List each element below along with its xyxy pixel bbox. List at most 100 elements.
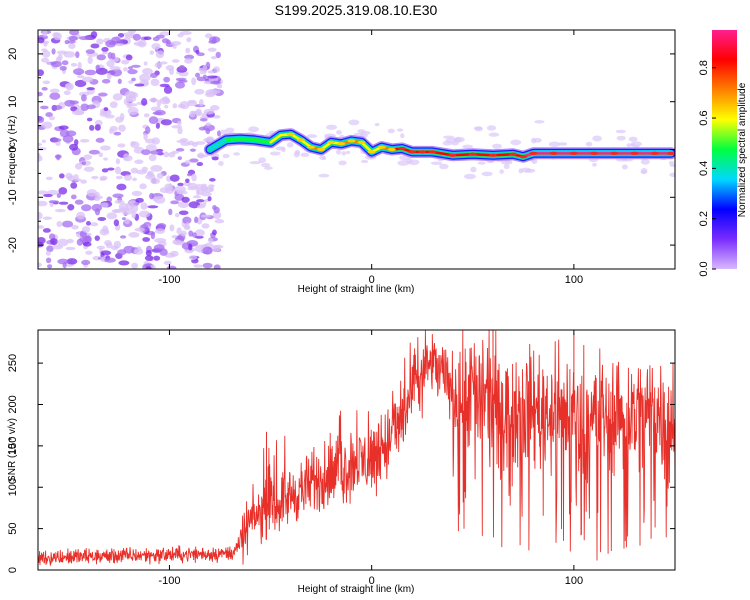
noise-blob (208, 40, 217, 44)
noise-blob (116, 183, 127, 191)
noise-blob (197, 204, 206, 209)
noise-blob (51, 48, 56, 55)
ridge (203, 128, 675, 163)
noise-blob (103, 107, 109, 112)
spectrogram-y-ticks: -20 -10 0 10 20 (7, 29, 675, 270)
noise-blob (134, 83, 145, 87)
faint-blob (318, 173, 330, 178)
snr-y-ticks: 0 50 100 150 200 250 (7, 354, 675, 573)
ridge-hotspot (448, 153, 457, 157)
faint-blob (626, 143, 632, 147)
noise-blob (174, 212, 180, 218)
x-tick-label: -100 (158, 575, 180, 587)
noise-blob (74, 163, 83, 170)
noise-blob (177, 156, 182, 161)
noise-blob (43, 193, 53, 198)
noise-blob (81, 226, 91, 233)
noise-blob (123, 174, 132, 181)
faint-blob (336, 130, 342, 135)
noise-blob (170, 250, 179, 257)
faint-blob (669, 172, 675, 177)
noise-blob (177, 126, 183, 135)
noise-blob (83, 166, 95, 172)
noise-blob (113, 209, 120, 213)
noise-blob (106, 72, 112, 80)
faint-blob (319, 155, 326, 160)
faint-blob (503, 164, 510, 170)
noise-blob (96, 245, 106, 250)
noise-blob (72, 110, 85, 116)
noise-blob (101, 168, 109, 173)
noise-blob (105, 39, 117, 48)
noise-blob (156, 99, 161, 108)
noise-blob (118, 124, 126, 132)
noise-blob (130, 141, 136, 146)
noise-blob (175, 148, 185, 152)
noise-blob (206, 136, 214, 142)
noise-blob (98, 152, 104, 158)
snr-x-ticks: -100 0 100 (158, 330, 583, 587)
snr-x-label: Height of straight line (km) (298, 584, 415, 595)
noise-blob (142, 237, 151, 242)
noise-blob (38, 225, 45, 229)
noise-blob (141, 98, 148, 106)
faint-blob (374, 122, 380, 127)
noise-blob (210, 80, 221, 85)
noise-blob (209, 177, 216, 182)
noise-blob (41, 139, 46, 143)
faint-blob (270, 151, 281, 156)
noise-blob (65, 246, 76, 251)
faint-blob (286, 142, 294, 148)
spectrogram-x-ticks: -100 0 100 (158, 30, 583, 286)
faint-blob (481, 171, 493, 177)
noise-blob (38, 69, 45, 77)
noise-blob (166, 265, 177, 269)
noise-blob (128, 80, 134, 84)
y-tick-label: 50 (7, 522, 19, 534)
noise-blob (100, 145, 111, 151)
noise-blob (154, 195, 166, 204)
noise-blob (134, 159, 144, 164)
noise-blob (86, 189, 98, 197)
ridge-hotspot (408, 150, 417, 154)
faint-blob (225, 127, 235, 133)
snr-panel: -100 0 100 0 50 100 150 200 250 Height of strai… (7, 329, 676, 595)
noise-blob (101, 46, 109, 52)
y-tick-label: 100 (7, 478, 19, 496)
faint-blob (335, 149, 342, 155)
noise-blob (143, 61, 148, 66)
faint-blob (520, 167, 532, 173)
noise-blob (207, 196, 212, 202)
noise-blob (149, 97, 158, 103)
noise-blob (195, 49, 200, 54)
noise-blob (119, 112, 125, 121)
noise-blob (64, 83, 72, 89)
ridge-hotspot (569, 151, 578, 155)
noise-blob (97, 92, 108, 97)
noise-blob (113, 131, 122, 136)
noise-blob (131, 77, 136, 82)
noise-blob (150, 178, 161, 185)
ridge-hotspot (590, 151, 599, 155)
ridge-hotspot (398, 146, 406, 151)
noise-blob (155, 50, 165, 59)
noise-blob (64, 39, 70, 45)
noise-blob (196, 162, 204, 167)
snr-frame (37, 329, 676, 571)
noise-blob (170, 200, 179, 205)
y-tick-label: 0 (7, 567, 19, 573)
noise-blob (145, 249, 152, 257)
y-tick-label: 200 (7, 395, 19, 413)
noise-blob (191, 77, 197, 86)
noise-blob (120, 235, 127, 239)
noise-blob (86, 104, 96, 110)
colorbar-tick-label: 0.8 (698, 60, 710, 75)
noise-blob (78, 91, 90, 97)
noise-blob (160, 119, 173, 126)
noise-blob (177, 182, 184, 187)
faint-blob (492, 143, 502, 149)
noise-blob (202, 262, 213, 269)
ridge-core-segment (224, 137, 242, 142)
noise-blob (122, 32, 135, 37)
noise-blob (132, 33, 141, 41)
